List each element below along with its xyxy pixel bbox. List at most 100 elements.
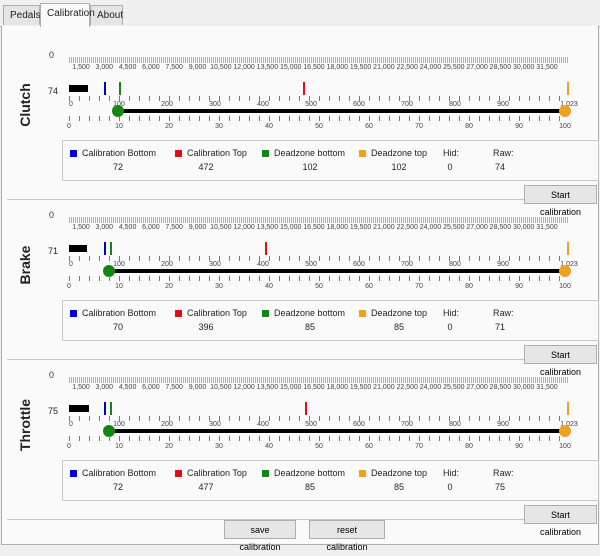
tab-about[interactable]: About — [90, 5, 123, 25]
raw-axis-tick-label: 24,000 — [419, 224, 442, 231]
reset-calibration-button[interactable]: reset calibration — [309, 520, 385, 552]
deadzone-top-marker[interactable] — [567, 242, 569, 255]
calibration-bottom-marker[interactable] — [104, 82, 106, 95]
orange-square-icon — [359, 470, 366, 477]
value-scale-label: 300 — [209, 101, 221, 108]
raw-label: Raw: — [493, 148, 514, 158]
dz-top-value: 102 — [391, 162, 407, 172]
value-scale-zero: 0 — [69, 421, 73, 428]
value-scale-label: 600 — [353, 261, 365, 268]
deadzone-top-marker[interactable] — [567, 82, 569, 95]
percent-scale-label: 30 — [215, 283, 223, 290]
raw-axis-tick-label: 10,500 — [210, 224, 232, 231]
percent-scale-label: 40 — [265, 443, 273, 450]
deadzone-high-handle[interactable] — [559, 105, 571, 117]
raw-field-value: 75 — [494, 482, 506, 492]
percent-scale-ticks — [69, 436, 569, 441]
value-scale-label: 1,023 — [560, 421, 578, 428]
calibration-bottom-marker[interactable] — [104, 402, 106, 415]
value-scale-label: 700 — [401, 421, 413, 428]
blue-square-icon — [70, 470, 77, 477]
deadzone-range-track — [117, 109, 565, 113]
tab-pedals[interactable]: Pedals — [3, 5, 41, 25]
cal-bottom-value: 72 — [112, 162, 124, 172]
percent-scale-label: 80 — [465, 443, 473, 450]
calibration-top-marker[interactable] — [305, 402, 308, 415]
raw-axis-tick-label: 30,000 — [512, 64, 535, 71]
percent-scale-ticks — [69, 116, 569, 121]
percent-scale-label: 90 — [515, 443, 523, 450]
start-calibration-button[interactable]: Start calibration — [524, 185, 597, 217]
deadzone-bottom-marker[interactable] — [118, 82, 121, 95]
cal-top-value: 472 — [198, 162, 214, 172]
raw-axis-tick-label: 13,500 — [256, 64, 279, 71]
orange-square-icon — [359, 150, 366, 157]
calibration-bottom-marker[interactable] — [104, 242, 106, 255]
raw-axis-tick-label: 6,000 — [142, 64, 160, 71]
deadzone-high-handle[interactable] — [559, 425, 571, 437]
percent-scale-label: 50 — [315, 123, 323, 130]
cal-top-legend: Calibration Top — [175, 468, 247, 478]
start-calibration-button[interactable]: Start calibration — [524, 505, 597, 537]
percent-scale-label: 60 — [365, 123, 373, 130]
value-scale-ticks — [69, 96, 569, 101]
value-scale-zero: 0 — [69, 261, 73, 268]
start-calibration-button[interactable]: Start calibration — [524, 345, 597, 377]
percent-scale-label: 20 — [165, 283, 173, 290]
pedal-section-throttle: Throttle 0 1,500 3,000 4,500 6,000 7,500 9,00… — [7, 359, 599, 537]
raw-axis-tick-label: 16,500 — [303, 64, 325, 71]
raw-axis-tick-label: 4,500 — [118, 384, 137, 391]
deadzone-low-handle[interactable] — [103, 425, 115, 437]
deadzone-top-marker[interactable] — [567, 402, 569, 415]
deadzone-bottom-marker[interactable] — [110, 402, 112, 415]
percent-scale-label: 10 — [115, 283, 123, 290]
deadzone-high-handle[interactable] — [559, 265, 571, 277]
value-scale-label: 900 — [497, 101, 509, 108]
raw-axis-tick-label: 12,000 — [233, 64, 255, 71]
percent-scale-label: 0 — [67, 443, 71, 450]
percent-scale-label: 20 — [165, 443, 173, 450]
value-scale-label: 100 — [113, 261, 125, 268]
raw-axis-tick-label: 16,500 — [303, 224, 325, 231]
red-square-icon — [175, 150, 182, 157]
raw-axis-tick-label: 22,500 — [396, 384, 418, 391]
calibration-info-box: Calibration Bottom Calibration Top Deadz… — [62, 140, 599, 181]
save-calibration-button[interactable]: save calibration — [224, 520, 296, 552]
calibration-panel: Clutch 0 1,500 3,000 4,500 6,000 7,500 9,000 1… — [1, 26, 599, 552]
calibration-top-marker[interactable] — [265, 242, 268, 255]
value-scale-label: 500 — [305, 261, 317, 268]
raw-axis-tick-label: 25,500 — [443, 64, 465, 71]
cal-bottom-value: 70 — [112, 322, 124, 332]
raw-axis-tick-label: 7,500 — [165, 384, 183, 391]
deadzone-low-handle[interactable] — [111, 105, 124, 117]
raw-axis-tick-label: 22,500 — [396, 224, 418, 231]
value-scale-label: 400 — [257, 101, 269, 108]
value-scale-label: 300 — [209, 261, 221, 268]
raw-axis-tick-label: 28,500 — [489, 64, 512, 71]
deadzone-low-handle[interactable] — [103, 265, 115, 277]
cal-top-value: 477 — [198, 482, 214, 492]
cal-bottom-legend: Calibration Bottom — [70, 308, 156, 318]
raw-value-bar — [69, 405, 89, 412]
raw-label: Raw: — [493, 468, 514, 478]
raw-axis-tick-label: 21,000 — [373, 384, 395, 391]
calibration-info-box: Calibration Bottom Calibration Top Deadz… — [62, 300, 599, 341]
dz-top-value: 85 — [393, 482, 405, 492]
raw-axis-tick-label: 12,000 — [233, 384, 255, 391]
raw-axis-tick-label: 31,500 — [536, 224, 558, 231]
raw-axis-tick-label: 6,000 — [142, 224, 160, 231]
calibration-top-marker[interactable] — [302, 82, 305, 95]
raw-axis-tick-label: 22,500 — [396, 64, 418, 71]
dz-bottom-value: 85 — [304, 322, 316, 332]
raw-axis-tick-label: 1,500 — [72, 384, 90, 391]
deadzone-bottom-marker[interactable] — [110, 242, 112, 255]
deadzone-range-track — [109, 269, 565, 273]
raw-axis-tick-label: 18,000 — [326, 224, 349, 231]
percent-scale-label: 90 — [515, 123, 523, 130]
deadzone-range-track — [109, 429, 565, 433]
raw-axis-ruler — [69, 377, 569, 383]
raw-axis-tick-label: 1,500 — [72, 224, 90, 231]
tab-calibration[interactable]: Calibration — [40, 3, 95, 27]
dz-top-value: 85 — [393, 322, 405, 332]
value-scale-label: 900 — [497, 421, 509, 428]
